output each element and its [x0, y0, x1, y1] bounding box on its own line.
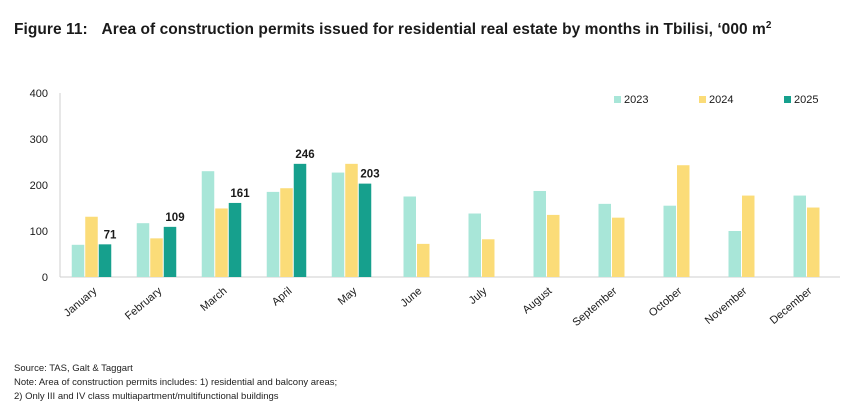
bar-2025-april — [293, 163, 307, 277]
bar-2023-august — [533, 190, 546, 277]
bar-2023-october — [663, 205, 676, 277]
source-note: Source: TAS, Galt & Taggart — [14, 363, 133, 374]
legend-label-2025: 2025 — [794, 94, 818, 106]
bar-2023-january — [71, 244, 85, 277]
data-label-may: 203 — [360, 169, 379, 181]
y-tick-label: 300 — [30, 134, 48, 146]
data-label-april: 246 — [295, 149, 314, 161]
bar-2024-january — [85, 216, 98, 277]
bar-2023-july — [468, 213, 481, 277]
bar-chart: 0 100 200 300 400 71 January 109 February 161 Marc… — [30, 88, 840, 329]
x-tick-label: January — [62, 285, 100, 320]
bar-2024-november — [742, 195, 755, 277]
y-tick-label: 100 — [30, 226, 48, 238]
bar-2024-september — [612, 217, 625, 277]
legend-label-2023: 2023 — [624, 94, 648, 106]
bar-2024-december — [807, 207, 820, 277]
x-tick-label: June — [398, 285, 424, 310]
bar-2023-november — [728, 231, 741, 277]
bar-2023-december — [793, 195, 806, 277]
y-tick-label: 200 — [30, 180, 48, 192]
title-superscript: 2 — [765, 20, 772, 31]
chart-title: Figure 11: Area of construction permits … — [14, 20, 772, 39]
bar-2025-january — [98, 244, 112, 277]
x-tick-label: August — [520, 285, 554, 316]
chart-notes: Source: TAS, Galt & Taggart Note: Area o… — [14, 362, 337, 404]
x-tick-label: November — [703, 285, 750, 327]
bar-2024-august — [547, 214, 560, 277]
bar-2023-april — [266, 191, 280, 277]
bar-2024-february — [150, 238, 163, 277]
title-text: Area of construction permits issued for … — [101, 21, 766, 39]
figure-number: Figure 11: — [14, 21, 88, 39]
bar-2023-june — [403, 196, 416, 277]
bar-2023-september — [598, 203, 611, 277]
data-label-february: 109 — [165, 212, 184, 224]
legend-label-2024: 2024 — [709, 94, 733, 106]
note-line-1: Note: Area of construction permits inclu… — [14, 377, 338, 388]
x-tick-label: October — [647, 285, 685, 320]
x-tick-label: February — [123, 285, 165, 323]
legend-swatch-2024 — [699, 96, 706, 103]
bar-2023-february — [136, 223, 150, 277]
y-tick-label: 0 — [42, 272, 48, 284]
legend-swatch-2025 — [784, 96, 791, 103]
bar-2023-march — [201, 171, 215, 277]
bar-2024-april — [280, 188, 293, 277]
x-tick-label: March — [198, 285, 229, 314]
bar-2024-march — [215, 208, 228, 277]
bar-2025-february — [163, 226, 177, 277]
x-tick-label: December — [768, 285, 815, 327]
data-label-march: 161 — [230, 188, 250, 200]
note-line-2: 2) Only III and IV class multiapartment/… — [14, 391, 279, 402]
data-label-january: 71 — [104, 229, 117, 241]
bar-2025-march — [228, 202, 242, 277]
bar-2023-may — [331, 172, 345, 277]
x-tick-label: September — [570, 285, 619, 329]
y-tick-label: 400 — [30, 88, 48, 100]
x-tick-label: July — [467, 285, 490, 307]
bar-2025-may — [358, 183, 372, 277]
bar-2024-july — [482, 239, 495, 277]
bar-2024-october — [677, 165, 690, 277]
bar-2024-june — [417, 243, 430, 277]
bar-2024-may — [345, 163, 358, 277]
legend-swatch-2023 — [614, 96, 621, 103]
x-tick-label: April — [270, 285, 295, 308]
x-tick-label: May — [336, 285, 360, 308]
